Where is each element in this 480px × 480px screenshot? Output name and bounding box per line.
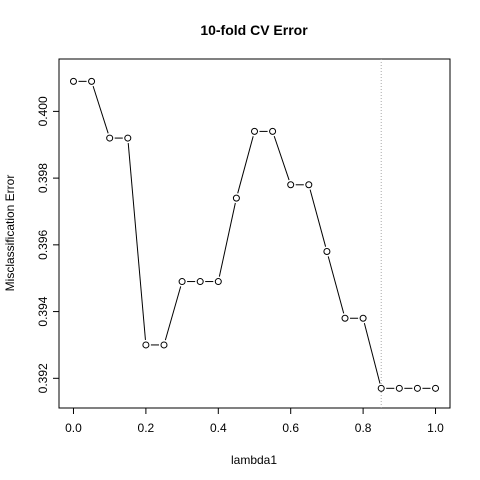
data-point [196,278,204,286]
series-segment [92,85,109,134]
x-tick-label: 0.8 [355,421,372,435]
series-segment [309,189,327,247]
series-line-layer [78,80,431,389]
series-segment [164,286,182,341]
series-segment [237,136,254,194]
x-tick-label: 1.0 [427,421,444,435]
x-axis-label: lambda1 [231,453,277,467]
y-tick-label: 0.398 [36,163,50,193]
x-tick-label: 0.4 [210,421,227,435]
data-point [69,77,77,85]
data-point [323,248,331,256]
y-tick-label: 0.400 [36,96,50,126]
data-point [269,127,277,135]
x-tick-label: 0.0 [65,421,82,435]
data-point [88,77,96,85]
y-axis-label: Misclassification Error [3,175,17,292]
series-point-layer [69,77,440,392]
series-segment [218,202,236,277]
data-point [395,384,403,392]
y-tick-label: 0.396 [36,230,50,260]
data-point [287,181,295,189]
data-point [106,134,114,142]
series-segment [327,256,345,314]
data-point [232,194,240,202]
data-point [377,384,385,392]
data-point [142,341,150,349]
plot-box [58,58,451,409]
chart-title: 10-fold CV Error [200,22,308,38]
x-axis: 0.0 0.2 0.4 0.6 0.8 1.0 [65,407,444,435]
data-point [251,127,258,135]
y-axis: 0.392 0.394 0.396 0.398 0.400 [36,96,60,393]
data-point [124,134,132,142]
data-point [214,278,222,286]
y-tick-label: 0.392 [36,363,50,393]
data-point [305,181,313,189]
x-tick-label: 0.2 [138,421,155,435]
series-segment [273,135,290,181]
data-point [359,314,367,322]
data-point [432,384,440,392]
data-point [178,278,186,286]
y-tick-label: 0.394 [36,296,50,326]
data-point [413,384,421,392]
series-segment [363,322,381,384]
data-point [160,341,168,349]
series-segment [127,143,146,341]
x-tick-label: 0.6 [282,421,299,435]
data-point [341,314,349,322]
